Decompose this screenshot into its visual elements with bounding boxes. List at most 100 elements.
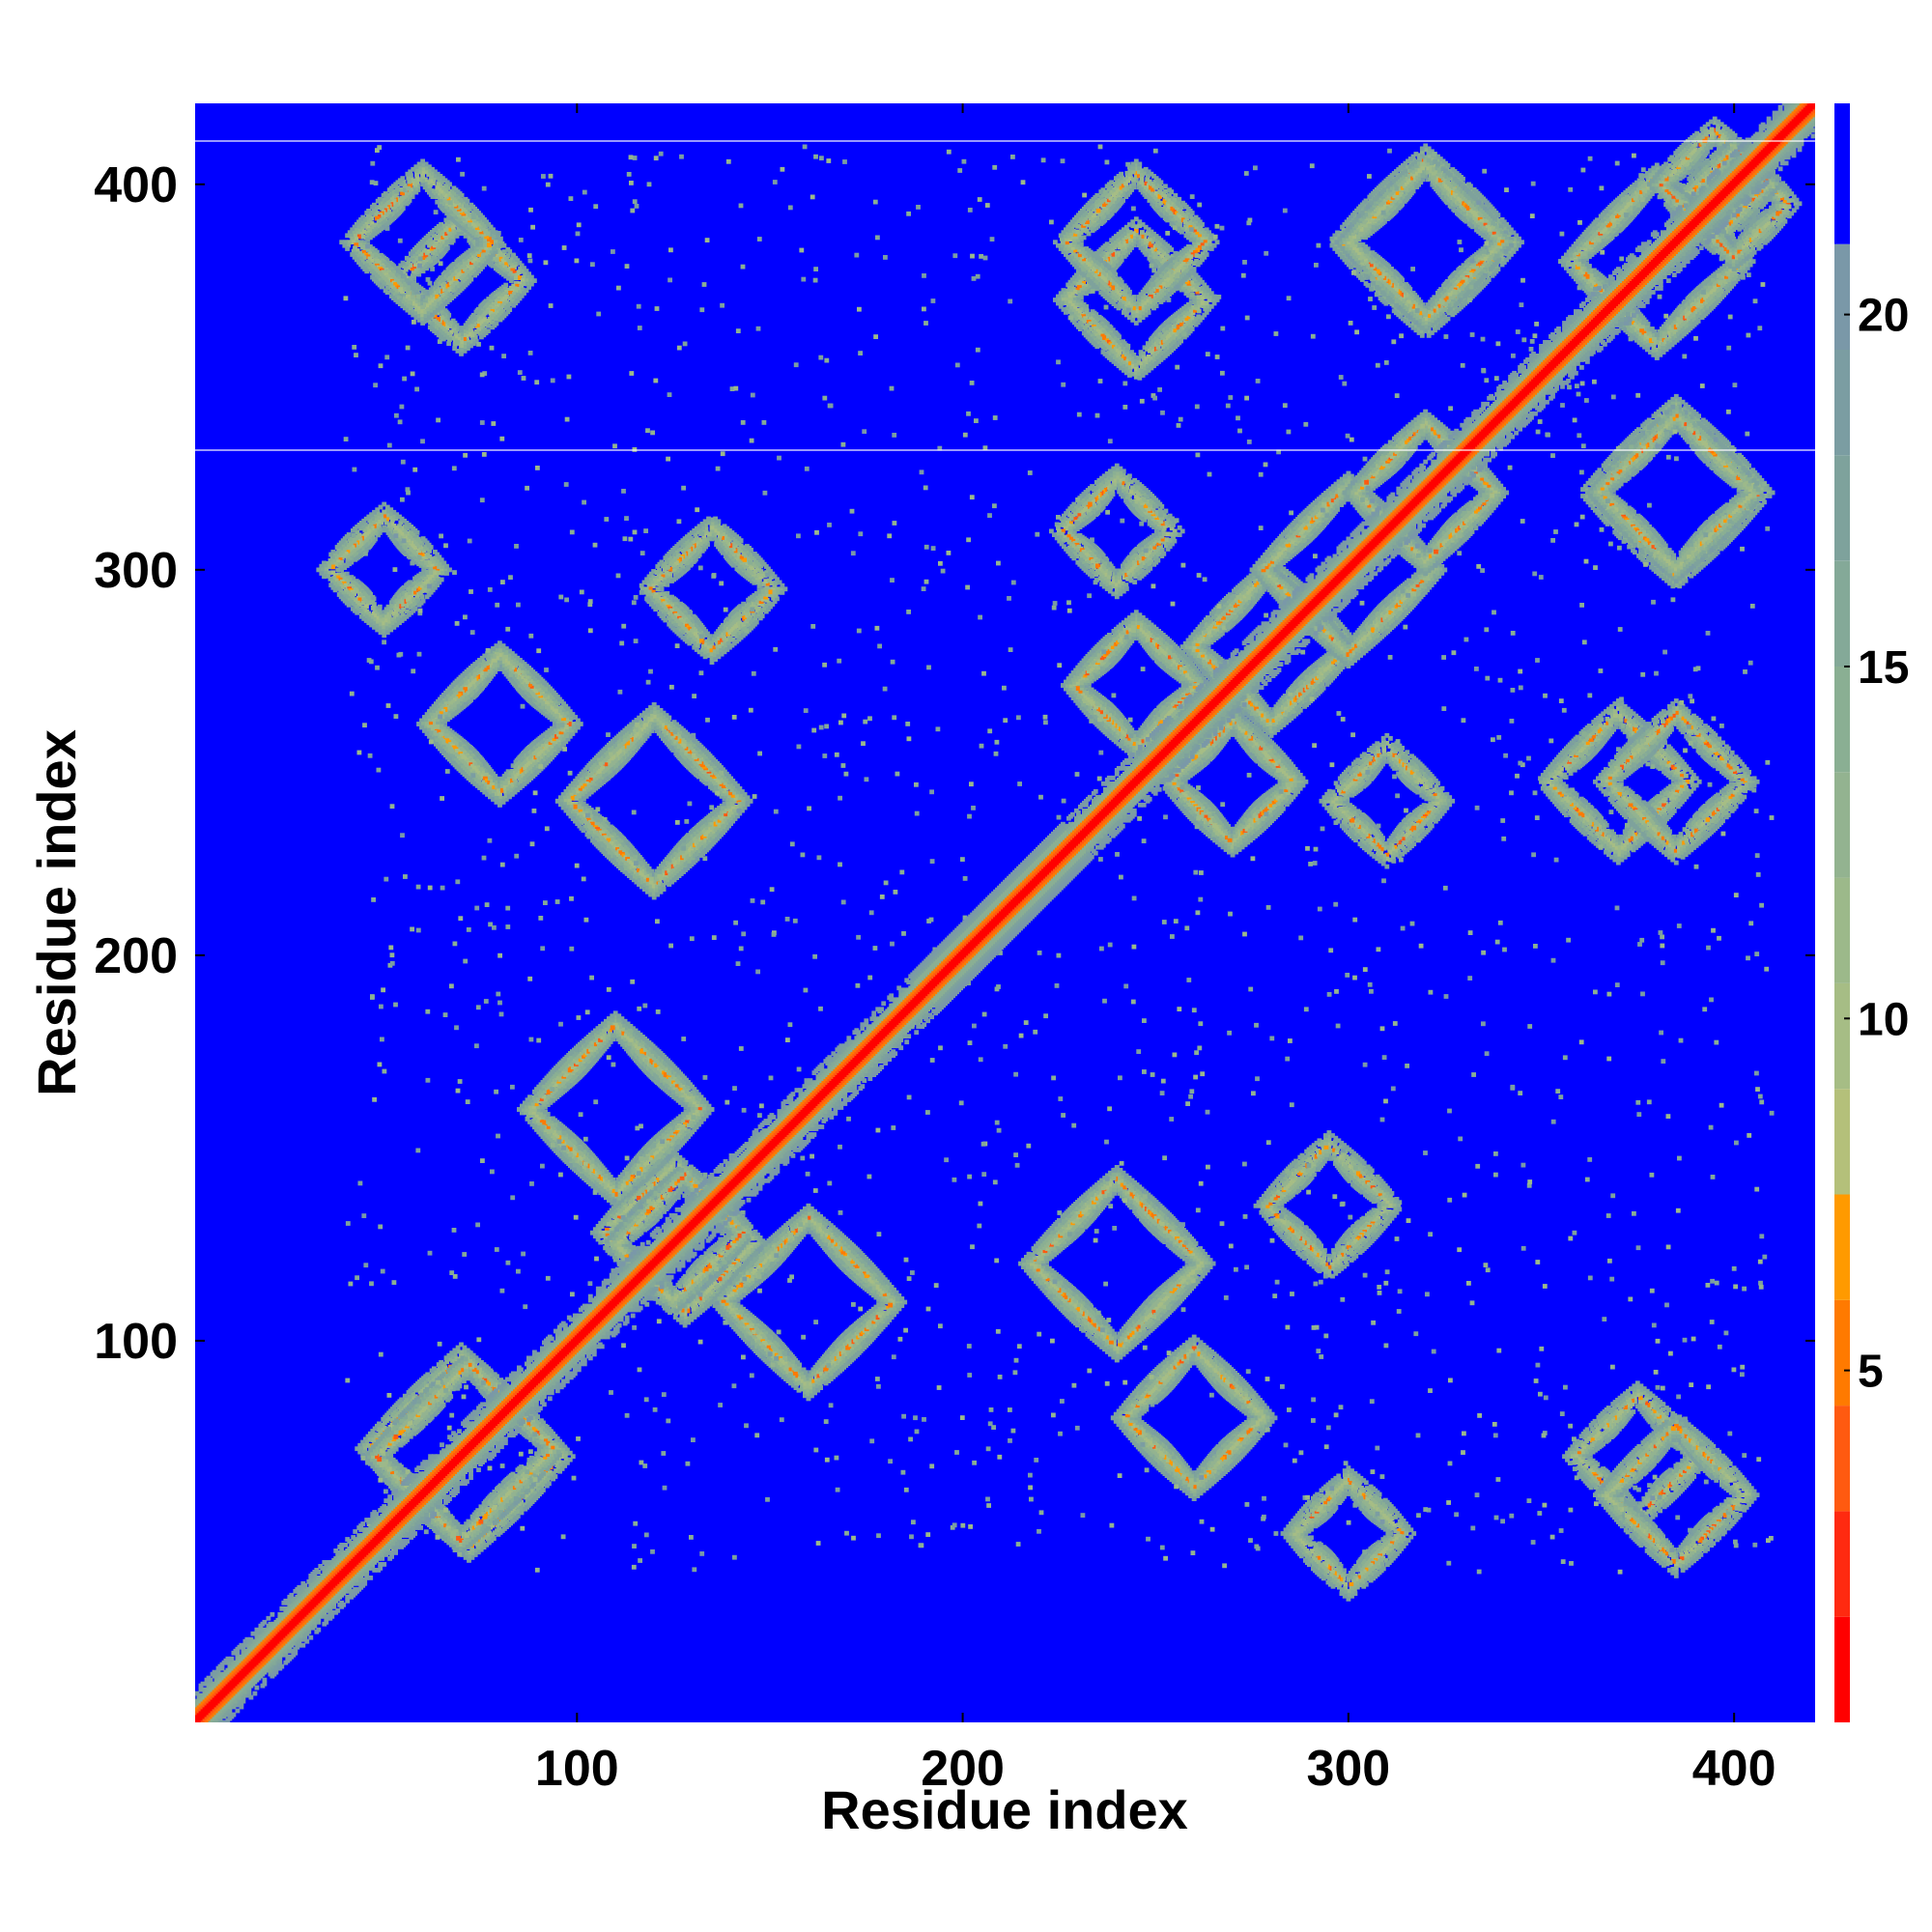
heat-cell: [462, 1532, 467, 1537]
heat-cell: [389, 1412, 395, 1417]
heat-cell: [562, 1444, 568, 1450]
heat-cell: [491, 1385, 497, 1391]
heat-cell: [393, 1461, 399, 1466]
heat-cell: [452, 1348, 458, 1353]
heat-cell: [554, 1436, 560, 1441]
heat-cell: [472, 1552, 478, 1557]
heat-cell: [481, 1545, 487, 1550]
heat-cell: [535, 1431, 541, 1435]
heat-cell: [376, 1468, 381, 1474]
heat-cell: [449, 1350, 455, 1355]
heat-cell: [563, 1457, 569, 1463]
heat-cell: [434, 1528, 440, 1533]
heat-cell: [389, 1462, 395, 1466]
heat-cell: [385, 1454, 390, 1460]
heat-cell: [467, 1530, 472, 1536]
heat-cell: [465, 1541, 470, 1546]
heat-cell: [361, 1443, 367, 1448]
heat-cell: [453, 1525, 459, 1530]
heat-cell: [365, 1443, 371, 1448]
heat-cell: [536, 1439, 541, 1445]
heat-cell: [498, 1510, 503, 1515]
heat-cell: [459, 1350, 464, 1355]
heat-cell: [469, 1368, 474, 1374]
heat-cell: [392, 1463, 398, 1469]
heat-cell: [495, 1522, 500, 1528]
heat-cell: [480, 1366, 486, 1371]
heat-cell: [450, 1526, 456, 1532]
heat-cell: [362, 1446, 368, 1452]
heat-cell: [553, 1434, 558, 1439]
heat-cell: [443, 1355, 449, 1361]
heat-cell: [497, 1380, 501, 1386]
heat-cell: [535, 1435, 541, 1440]
heat-cell: [524, 1494, 528, 1500]
heat-cell: [554, 1468, 558, 1473]
heat-cell: [382, 1470, 387, 1476]
heat-cell: [528, 1437, 533, 1442]
heat-cell: [447, 1514, 453, 1520]
heat-cell: [523, 1506, 528, 1512]
heat-cell: [501, 1495, 507, 1501]
heat-cell: [459, 1539, 464, 1544]
heat-cell: [372, 1466, 378, 1471]
heat-cell: [394, 1418, 399, 1424]
heat-cell: [557, 1438, 562, 1444]
heat-cell: [459, 1342, 464, 1348]
heat-cell: [387, 1430, 393, 1435]
heat-cell: [531, 1416, 537, 1421]
heat-cell: [494, 1492, 499, 1497]
heat-cell: [384, 1451, 390, 1457]
heat-cell: [374, 1463, 380, 1468]
heat-cell: [536, 1444, 542, 1450]
heat-cell: [469, 1524, 474, 1529]
heat-cell: [365, 1457, 371, 1463]
heat-cell: [440, 1377, 445, 1382]
heat-cell: [378, 1430, 384, 1435]
heat-cell: [544, 1483, 550, 1489]
heat-cell: [469, 1531, 475, 1537]
heat-cell: [459, 1543, 464, 1548]
heat-cell: [500, 1522, 506, 1528]
heat-cell: [469, 1360, 475, 1366]
heat-cell: [465, 1351, 470, 1357]
heat-cell: [462, 1540, 468, 1545]
heat-cell: [382, 1445, 387, 1451]
heat-cell: [555, 1449, 561, 1455]
heat-cell: [433, 1522, 439, 1528]
heat-cell: [475, 1384, 481, 1390]
heat-cell: [473, 1537, 479, 1543]
heat-cell: [410, 1407, 415, 1412]
heat-cell: [468, 1376, 473, 1381]
heat-cell: [386, 1440, 392, 1446]
heat-cell: [547, 1446, 553, 1452]
heat-cell: [570, 1454, 576, 1460]
heat-cell: [462, 1352, 468, 1358]
heat-cell: [472, 1529, 478, 1535]
heat-cell: [555, 1465, 561, 1471]
heat-cell: [377, 1449, 383, 1454]
heat-cell: [370, 1454, 376, 1460]
heat-cell: [540, 1444, 546, 1449]
heat-cell: [446, 1352, 452, 1358]
heat-cell: [475, 1549, 481, 1555]
heat-cell: [436, 1520, 441, 1526]
heat-cell: [522, 1502, 526, 1508]
heat-cell: [672, 1315, 678, 1320]
heat-cell: [551, 1470, 556, 1476]
heat-cell: [388, 1451, 394, 1457]
heat-cell: [464, 1521, 469, 1526]
heat-cell: [446, 1540, 452, 1546]
heat-cell: [411, 1391, 415, 1397]
heat-cell: [495, 1519, 499, 1523]
heat-cell: [417, 1410, 422, 1416]
heat-cell: [555, 1442, 561, 1447]
heat-cell: [389, 1417, 395, 1423]
heat-cell: [408, 1434, 413, 1439]
heat-cell: [437, 1512, 441, 1517]
heat-cell: [376, 1460, 381, 1465]
heat-cell: [455, 1349, 461, 1354]
heat-cell: [462, 1349, 468, 1354]
heat-cell: [469, 1364, 475, 1370]
heat-cell: [525, 1434, 530, 1439]
